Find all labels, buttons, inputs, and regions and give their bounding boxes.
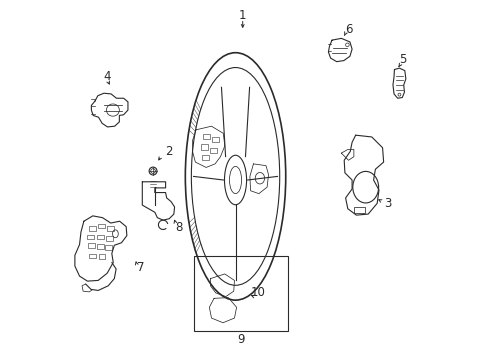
Text: 1: 1: [239, 9, 246, 22]
Text: 4: 4: [103, 69, 111, 82]
Bar: [203, 134, 210, 139]
Bar: [98, 224, 104, 228]
Bar: [201, 144, 207, 149]
Text: 3: 3: [384, 197, 391, 210]
Bar: [97, 244, 104, 249]
Text: 7: 7: [137, 261, 144, 274]
Text: 9: 9: [237, 333, 244, 346]
Text: 8: 8: [175, 221, 183, 234]
Bar: [211, 137, 218, 142]
Bar: [87, 234, 94, 239]
Bar: [97, 234, 104, 239]
Bar: [88, 243, 94, 248]
Text: 5: 5: [399, 53, 406, 66]
Text: 10: 10: [250, 287, 265, 300]
Bar: [202, 154, 208, 159]
Text: 6: 6: [344, 23, 351, 36]
Bar: [106, 236, 112, 241]
Bar: [89, 253, 96, 258]
Bar: [193, 256, 287, 331]
Bar: [107, 226, 113, 231]
Bar: [105, 245, 112, 250]
Bar: [353, 207, 365, 213]
Text: 2: 2: [165, 145, 173, 158]
Bar: [89, 226, 96, 231]
Bar: [209, 148, 217, 153]
Bar: [99, 254, 105, 259]
